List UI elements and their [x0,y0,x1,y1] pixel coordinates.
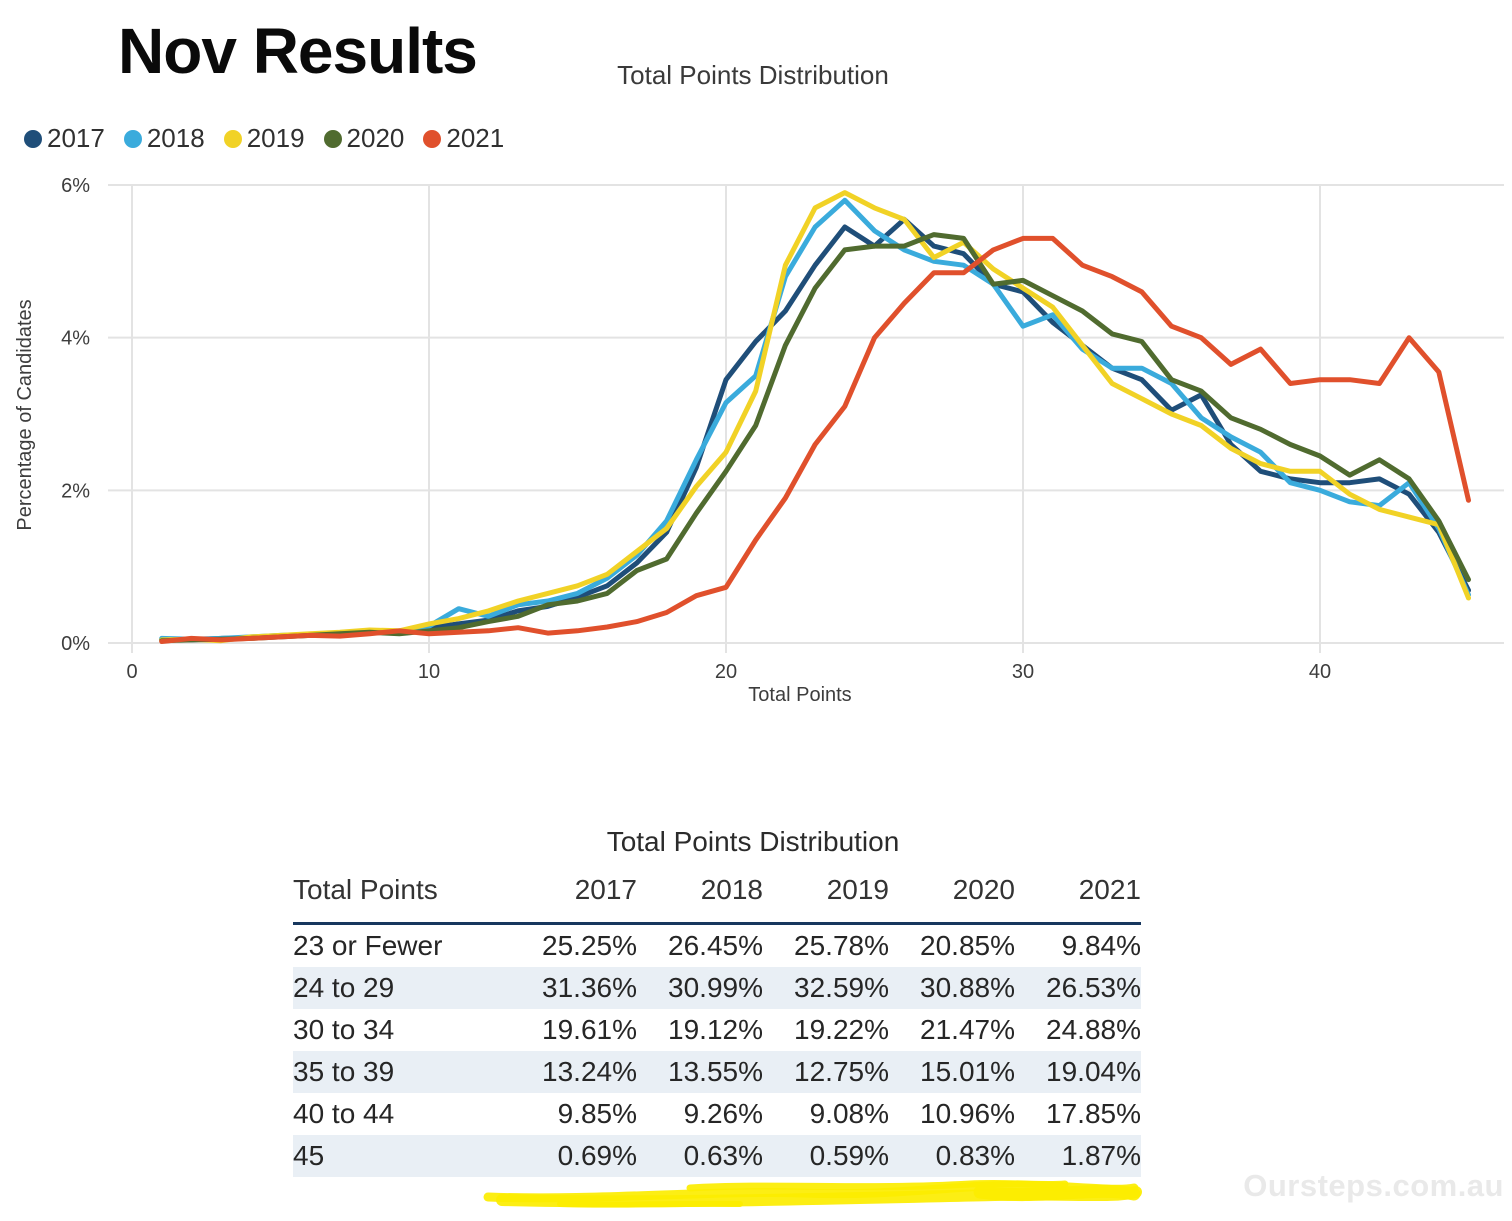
y-axis-label: Percentage of Candidates [14,299,36,531]
legend-label: 2021 [446,123,505,153]
y-tick-label: 2% [61,480,90,502]
chart-legend: 2017 2018 2019 2020 2021 [24,123,504,154]
table-cell: 30.99% [668,972,763,1003]
row-label: 24 to 29 [293,972,395,1003]
line-chart: 0% 2% 4% 6% 0 10 20 30 40 [61,175,1504,683]
table-header-cell: 2018 [637,868,763,925]
legend-label: 2020 [346,123,405,153]
legend-item-2019[interactable]: 2019 [223,123,305,154]
table-cell: 9.26% [683,1098,763,1129]
row-label: 30 to 34 [293,1014,395,1045]
series-line-2021 [159,235,1471,644]
series-line-2017 [159,216,1471,643]
table-header: Total Points 2017 2018 2019 2020 2021 [293,868,1141,925]
table-row: 24 to 29 31.36% 30.99% 32.59% 30.88% 26.53% [293,967,1141,1009]
row-label: 45 [293,1140,325,1171]
highlighter-mark [483,1179,1142,1208]
x-tick-label: 10 [418,661,440,683]
table-row: 45 0.69% 0.63% 0.59% 0.83% 1.87% [293,1135,1141,1177]
table-row: 23 or Fewer 25.25% 26.45% 25.78% 20.85% 9.84% [293,924,1141,968]
table-cell: 12.75% [794,1056,889,1087]
table-cell: 15.01% [920,1056,1015,1087]
table-row: 30 to 34 19.61% 19.12% 19.22% 21.47% 24.88% [293,1009,1141,1051]
table-cell: 19.12% [668,1014,763,1045]
table-cell: 10.96% [920,1098,1015,1129]
table-cell: 19.61% [542,1014,637,1045]
table-cell: 32.59% [794,972,889,1003]
table-cell: 0.59% [809,1140,889,1171]
table-cell: 19.22% [794,1014,889,1045]
row-label: 40 to 44 [293,1098,395,1129]
watermark: Oursteps.com.au [1243,1168,1504,1203]
table-header-cell: 2017 [511,868,637,925]
table-cell: 0.69% [557,1140,637,1171]
x-tick-label: 30 [1012,661,1034,683]
table-cell: 19.04% [1046,1056,1141,1087]
table-row: 35 to 39 13.24% 13.55% 12.75% 15.01% 19.04% [293,1051,1141,1093]
table-cell: 13.55% [668,1056,763,1087]
table-title: Total Points Distribution [606,826,900,857]
legend-dot-icon [223,129,242,148]
table-cell: 31.36% [542,972,637,1003]
legend-dot-icon [423,129,442,148]
x-tick-label: 0 [126,661,137,683]
results-table: Total Points 2017 2018 2019 2020 2021 23 or F… [293,868,1141,1177]
legend-item-2020[interactable]: 2020 [323,123,405,154]
table-cell: 0.63% [683,1140,763,1171]
legend-dot-icon [323,129,342,148]
row-label: 35 to 39 [293,1056,395,1087]
y-tick-label: 4% [61,328,90,350]
table-cell: 24.88% [1046,1014,1141,1045]
series-line-2020 [159,232,1471,644]
legend-item-2018[interactable]: 2018 [123,123,205,154]
table-cell: 25.78% [794,930,889,961]
x-tick-label: 40 [1309,661,1331,683]
table-header-cell: 2021 [1015,868,1141,925]
table-cell: 26.45% [668,930,763,961]
legend-label: 2019 [246,123,305,153]
table-header-cell: 2019 [763,868,889,925]
legend-dot-icon [123,129,142,148]
table-cell: 17.85% [1046,1098,1141,1129]
table-cell: 9.84% [1061,930,1141,961]
table-cell: 13.24% [542,1056,637,1087]
table-cell: 30.88% [920,972,1015,1003]
table-cell: 0.83% [935,1140,1015,1171]
legend-item-2021[interactable]: 2021 [423,123,504,154]
x-axis-label: Total Points [748,684,852,706]
table-header-cell: Total Points [293,868,511,925]
table-cell: 25.25% [542,930,637,961]
table-row: 40 to 44 9.85% 9.26% 9.08% 10.96% 17.85% [293,1093,1141,1135]
legend-dot-icon [24,129,42,148]
page-title: Nov Results [118,15,478,87]
legend-label: 2017 [47,123,105,153]
legend-item-2017[interactable]: 2017 [24,123,105,154]
table-cell: 1.87% [1061,1140,1141,1171]
table-cell: 21.47% [920,1014,1015,1045]
table-cell: 26.53% [1046,972,1141,1003]
row-label: 23 or Fewer [293,930,443,961]
table-header-cell: 2020 [889,868,1015,925]
x-tick-label: 20 [715,661,737,683]
y-tick-label: 6% [61,175,90,197]
y-tick-label: 0% [61,633,90,655]
results-table-section: Total Points Distribution Total Points 20… [293,826,1141,1177]
table-cell: 20.85% [920,930,1015,961]
legend-label: 2018 [146,123,205,153]
chart-title: Total Points Distribution [617,60,889,90]
table-cell: 9.08% [809,1098,889,1129]
table-cell: 9.85% [557,1098,637,1129]
series-line-2019 [159,190,1471,644]
